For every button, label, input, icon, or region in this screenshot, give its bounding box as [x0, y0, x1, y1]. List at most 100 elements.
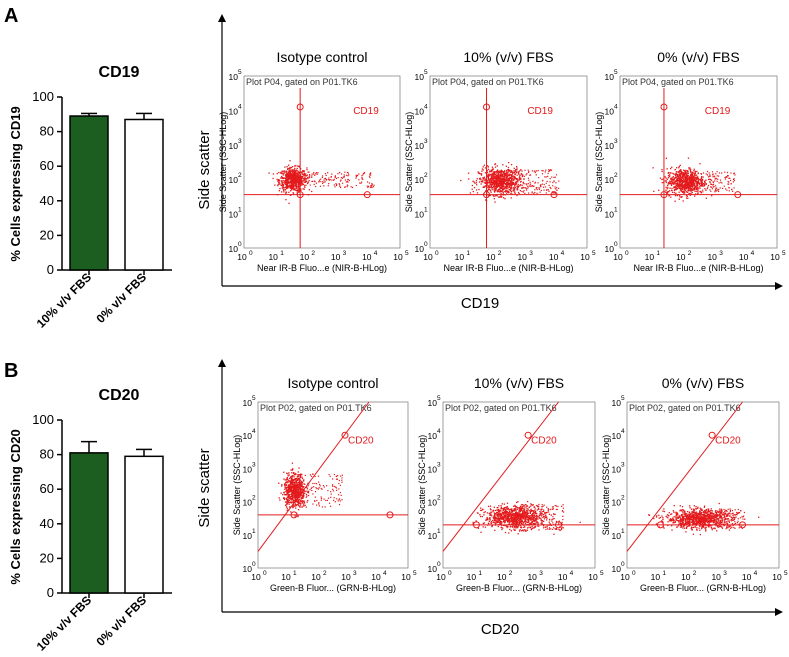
event-dot: [528, 515, 530, 518]
event-dot: [282, 170, 285, 172]
event-dot: [504, 515, 506, 518]
event-dot: [305, 181, 307, 183]
event-dot: [278, 181, 280, 183]
event-dot: [536, 521, 538, 523]
y-tick-base: 10: [415, 244, 425, 254]
event-dot: [293, 483, 295, 485]
event-dot: [493, 181, 495, 183]
event-dot: [531, 504, 533, 506]
event-dot: [545, 192, 547, 194]
event-dot: [495, 185, 497, 188]
plot-title: 10% (v/v) FBS: [463, 49, 553, 65]
event-dot: [488, 185, 490, 187]
event-dot: [516, 194, 518, 197]
event-dot: [517, 191, 520, 194]
event-dot: [521, 174, 523, 176]
event-dot: [316, 173, 318, 175]
event-dot: [513, 175, 516, 177]
event-dot: [506, 169, 508, 171]
event-dot: [551, 520, 553, 522]
event-dot: [523, 190, 525, 192]
event-dot: [292, 179, 294, 181]
event-dot: [499, 521, 501, 524]
event-dot: [678, 187, 680, 189]
event-dot: [554, 513, 556, 515]
event-dot: [298, 185, 300, 187]
event-dot: [513, 167, 515, 169]
event-dot: [668, 171, 670, 174]
event-dot: [499, 174, 501, 176]
event-dot: [530, 510, 533, 512]
event-dot: [523, 524, 525, 527]
event-dot: [300, 176, 302, 179]
event-dot: [704, 182, 706, 184]
event-dot: [487, 166, 490, 168]
event-dot: [671, 178, 674, 181]
event-dot: [500, 505, 502, 507]
event-dot: [305, 506, 307, 508]
event-dot: [363, 172, 365, 175]
event-dot: [530, 523, 532, 525]
event-dot: [512, 509, 514, 512]
event-dot: [671, 166, 673, 168]
event-dot: [733, 173, 735, 175]
event-dot: [493, 185, 495, 188]
event-dot: [509, 187, 512, 189]
event-dot: [288, 191, 290, 193]
event-dot: [515, 525, 518, 527]
event-dot: [683, 174, 685, 176]
event-dot: [542, 525, 545, 527]
event-dot: [514, 513, 516, 516]
event-dot: [302, 170, 304, 172]
plot-frame: [619, 75, 778, 249]
event-dot: [488, 173, 490, 175]
event-dot: [289, 490, 292, 493]
y-tick-base: 10: [428, 464, 438, 474]
event-dot: [516, 515, 518, 517]
event-dot: [497, 517, 500, 520]
event-dot: [697, 187, 699, 189]
event-dot: [693, 180, 696, 182]
event-dot: [722, 513, 725, 515]
event-dot: [690, 168, 692, 171]
event-dot: [290, 492, 293, 494]
event-dot: [302, 486, 304, 488]
event-dot: [505, 512, 508, 514]
event-dot: [287, 473, 289, 475]
event-dot: [498, 174, 500, 176]
event-dot: [284, 504, 287, 507]
event-dot: [534, 170, 536, 172]
event-dot: [665, 189, 667, 191]
event-dot: [300, 474, 303, 476]
event-dot: [721, 182, 723, 184]
event-dot: [691, 178, 693, 181]
event-dot: [327, 489, 329, 492]
event-dot: [286, 482, 288, 484]
event-dot: [288, 486, 290, 488]
event-dot: [281, 180, 283, 183]
event-dot: [497, 180, 499, 182]
x-tick-exp: 3: [343, 250, 347, 257]
event-dot: [712, 186, 714, 188]
event-dot: [296, 494, 298, 497]
event-dot: [303, 174, 305, 176]
event-dot: [299, 487, 301, 489]
event-dot: [296, 167, 298, 170]
event-dot: [285, 180, 288, 182]
event-dot: [523, 505, 525, 507]
event-dot: [320, 178, 322, 180]
event-dot: [677, 519, 679, 522]
event-dot: [523, 512, 526, 514]
event-dot: [292, 472, 295, 475]
event-dot: [288, 479, 290, 482]
event-dot: [503, 517, 506, 519]
event-dot: [360, 182, 362, 184]
plot-ylabel: Side Scatter (SSC-HLog): [218, 112, 228, 213]
event-dot: [498, 188, 500, 190]
event-dot: [522, 174, 524, 176]
event-dot: [460, 179, 462, 182]
event-dot: [524, 514, 526, 517]
event-dot: [307, 494, 310, 497]
event-dot: [705, 179, 707, 181]
